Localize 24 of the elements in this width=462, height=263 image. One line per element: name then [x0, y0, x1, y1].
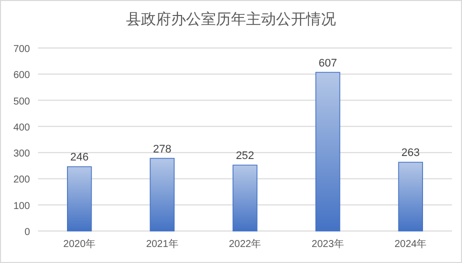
x-tick-label: 2024年: [394, 238, 427, 250]
bar: [398, 162, 423, 232]
x-tick-label: 2023年: [312, 238, 344, 250]
x-tick-label: 2021年: [146, 238, 178, 250]
y-tick-label: 0: [24, 227, 30, 238]
y-tick-label: 500: [13, 96, 30, 108]
y-tick-label: 400: [13, 122, 30, 134]
y-tick-label: 600: [13, 70, 30, 82]
data-label: 278: [153, 143, 172, 156]
y-tick-label: 200: [13, 174, 30, 186]
bar: [315, 72, 340, 232]
y-tick-label: 700: [13, 44, 30, 55]
y-tick-label: 300: [13, 148, 30, 160]
data-label: 252: [236, 150, 254, 162]
y-tick-label: 100: [13, 200, 30, 212]
data-label: 246: [70, 152, 89, 164]
bar: [232, 164, 258, 232]
chart-title: 县政府办公室历年主动公开情况: [126, 11, 336, 28]
bar: [150, 158, 175, 232]
x-tick-label: 2022年: [228, 238, 262, 250]
x-tick-label: 2020年: [63, 238, 96, 250]
data-label: 607: [318, 57, 337, 70]
bar: [67, 166, 92, 232]
data-label: 263: [401, 147, 420, 160]
